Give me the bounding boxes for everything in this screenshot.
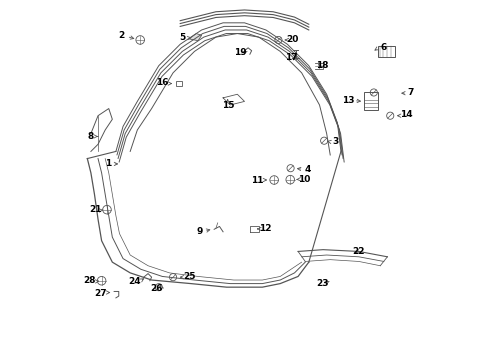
- Text: 16: 16: [156, 78, 168, 87]
- Text: 6: 6: [380, 42, 386, 51]
- Text: 17: 17: [284, 53, 297, 62]
- Text: 2: 2: [118, 31, 124, 40]
- Text: 8: 8: [87, 132, 93, 141]
- Text: 28: 28: [83, 276, 96, 285]
- Text: 4: 4: [305, 165, 311, 174]
- Text: 27: 27: [94, 289, 107, 298]
- Text: 26: 26: [150, 284, 163, 293]
- Text: 22: 22: [352, 247, 365, 256]
- Polygon shape: [189, 33, 201, 41]
- Text: 18: 18: [315, 61, 328, 70]
- Text: 9: 9: [196, 226, 202, 235]
- Text: 25: 25: [183, 272, 196, 281]
- Text: 11: 11: [251, 176, 263, 185]
- Text: 24: 24: [128, 276, 141, 285]
- Text: 15: 15: [222, 101, 234, 110]
- Text: 14: 14: [399, 111, 412, 120]
- Text: 12: 12: [259, 224, 271, 233]
- Text: 3: 3: [332, 137, 338, 146]
- Text: 23: 23: [315, 279, 328, 288]
- Text: 5: 5: [179, 33, 185, 42]
- Text: 20: 20: [286, 35, 298, 44]
- Text: 1: 1: [104, 159, 111, 168]
- Text: 7: 7: [407, 88, 413, 97]
- Text: 21: 21: [89, 205, 101, 214]
- Text: 13: 13: [341, 96, 354, 105]
- Text: 10: 10: [298, 175, 310, 184]
- Text: 19: 19: [233, 48, 245, 57]
